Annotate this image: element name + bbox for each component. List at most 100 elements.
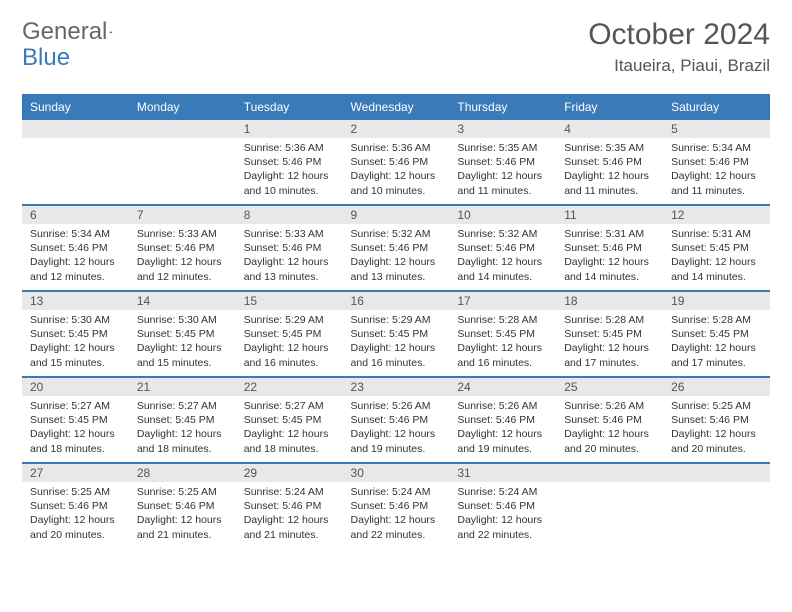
calendar-day [22, 119, 129, 205]
day-line: Sunset: 5:46 PM [30, 241, 121, 255]
day-number: 9 [343, 206, 450, 224]
day-detail: Sunrise: 5:27 AMSunset: 5:45 PMDaylight:… [22, 396, 129, 462]
day-line: Sunset: 5:45 PM [671, 327, 762, 341]
day-line: Sunset: 5:46 PM [351, 499, 442, 513]
day-detail: Sunrise: 5:25 AMSunset: 5:46 PMDaylight:… [663, 396, 770, 462]
day-line: Sunset: 5:46 PM [244, 499, 335, 513]
day-number [663, 464, 770, 482]
day-detail [129, 138, 236, 147]
day-line: Sunset: 5:46 PM [671, 413, 762, 427]
day-number: 17 [449, 292, 556, 310]
day-line: Daylight: 12 hours and 15 minutes. [30, 341, 121, 369]
day-number: 19 [663, 292, 770, 310]
day-line: Daylight: 12 hours and 18 minutes. [244, 427, 335, 455]
day-detail: Sunrise: 5:25 AMSunset: 5:46 PMDaylight:… [22, 482, 129, 548]
day-number: 29 [236, 464, 343, 482]
calendar-day: 11Sunrise: 5:31 AMSunset: 5:46 PMDayligh… [556, 205, 663, 291]
day-detail: Sunrise: 5:31 AMSunset: 5:45 PMDaylight:… [663, 224, 770, 290]
day-detail: Sunrise: 5:32 AMSunset: 5:46 PMDaylight:… [449, 224, 556, 290]
day-line: Daylight: 12 hours and 17 minutes. [564, 341, 655, 369]
day-line: Sunset: 5:46 PM [564, 155, 655, 169]
calendar-day [129, 119, 236, 205]
day-line: Sunset: 5:46 PM [137, 241, 228, 255]
day-detail: Sunrise: 5:27 AMSunset: 5:45 PMDaylight:… [236, 396, 343, 462]
day-line: Sunrise: 5:27 AM [137, 399, 228, 413]
day-detail [663, 482, 770, 491]
calendar-day: 20Sunrise: 5:27 AMSunset: 5:45 PMDayligh… [22, 377, 129, 463]
day-line: Sunset: 5:45 PM [564, 327, 655, 341]
day-detail: Sunrise: 5:26 AMSunset: 5:46 PMDaylight:… [449, 396, 556, 462]
day-line: Daylight: 12 hours and 17 minutes. [671, 341, 762, 369]
day-detail: Sunrise: 5:32 AMSunset: 5:46 PMDaylight:… [343, 224, 450, 290]
day-line: Sunrise: 5:31 AM [564, 227, 655, 241]
day-line: Sunset: 5:46 PM [351, 241, 442, 255]
day-line: Sunrise: 5:26 AM [564, 399, 655, 413]
day-detail: Sunrise: 5:35 AMSunset: 5:46 PMDaylight:… [449, 138, 556, 204]
day-detail: Sunrise: 5:26 AMSunset: 5:46 PMDaylight:… [556, 396, 663, 462]
day-line: Sunrise: 5:25 AM [30, 485, 121, 499]
day-line: Daylight: 12 hours and 18 minutes. [30, 427, 121, 455]
day-line: Daylight: 12 hours and 19 minutes. [457, 427, 548, 455]
day-line: Sunset: 5:45 PM [457, 327, 548, 341]
day-number: 8 [236, 206, 343, 224]
day-line: Sunrise: 5:33 AM [244, 227, 335, 241]
calendar-day: 6Sunrise: 5:34 AMSunset: 5:46 PMDaylight… [22, 205, 129, 291]
day-number: 28 [129, 464, 236, 482]
day-number [129, 120, 236, 138]
day-detail: Sunrise: 5:29 AMSunset: 5:45 PMDaylight:… [236, 310, 343, 376]
calendar-day: 24Sunrise: 5:26 AMSunset: 5:46 PMDayligh… [449, 377, 556, 463]
calendar-day: 17Sunrise: 5:28 AMSunset: 5:45 PMDayligh… [449, 291, 556, 377]
day-line: Sunrise: 5:32 AM [457, 227, 548, 241]
calendar-day [663, 463, 770, 549]
day-number: 1 [236, 120, 343, 138]
day-line: Sunset: 5:46 PM [564, 413, 655, 427]
day-line: Sunrise: 5:24 AM [457, 485, 548, 499]
day-number: 15 [236, 292, 343, 310]
day-line: Sunset: 5:45 PM [137, 413, 228, 427]
day-line: Sunrise: 5:32 AM [351, 227, 442, 241]
day-line: Daylight: 12 hours and 16 minutes. [244, 341, 335, 369]
day-line: Daylight: 12 hours and 12 minutes. [30, 255, 121, 283]
day-line: Sunset: 5:46 PM [564, 241, 655, 255]
location: Itaueira, Piaui, Brazil [588, 56, 770, 76]
calendar-day: 21Sunrise: 5:27 AMSunset: 5:45 PMDayligh… [129, 377, 236, 463]
day-detail: Sunrise: 5:26 AMSunset: 5:46 PMDaylight:… [343, 396, 450, 462]
logo-text-general: General [22, 18, 107, 46]
day-number [22, 120, 129, 138]
calendar-day: 28Sunrise: 5:25 AMSunset: 5:46 PMDayligh… [129, 463, 236, 549]
calendar-week: 6Sunrise: 5:34 AMSunset: 5:46 PMDaylight… [22, 205, 770, 291]
day-line: Sunset: 5:46 PM [457, 241, 548, 255]
day-line: Sunset: 5:45 PM [671, 241, 762, 255]
calendar-day: 4Sunrise: 5:35 AMSunset: 5:46 PMDaylight… [556, 119, 663, 205]
day-number: 26 [663, 378, 770, 396]
day-line: Sunrise: 5:34 AM [30, 227, 121, 241]
calendar-day: 9Sunrise: 5:32 AMSunset: 5:46 PMDaylight… [343, 205, 450, 291]
weekday-header: Sunday [22, 95, 129, 119]
day-line: Sunrise: 5:25 AM [671, 399, 762, 413]
day-line: Daylight: 12 hours and 19 minutes. [351, 427, 442, 455]
day-line: Daylight: 12 hours and 11 minutes. [564, 169, 655, 197]
day-line: Sunset: 5:45 PM [30, 327, 121, 341]
day-detail: Sunrise: 5:36 AMSunset: 5:46 PMDaylight:… [343, 138, 450, 204]
day-line: Daylight: 12 hours and 14 minutes. [564, 255, 655, 283]
day-line: Sunset: 5:46 PM [30, 499, 121, 513]
calendar-day: 30Sunrise: 5:24 AMSunset: 5:46 PMDayligh… [343, 463, 450, 549]
day-number: 7 [129, 206, 236, 224]
calendar-day: 10Sunrise: 5:32 AMSunset: 5:46 PMDayligh… [449, 205, 556, 291]
day-line: Sunrise: 5:27 AM [30, 399, 121, 413]
day-line: Sunrise: 5:35 AM [564, 141, 655, 155]
day-line: Sunset: 5:45 PM [30, 413, 121, 427]
day-number [556, 464, 663, 482]
day-line: Sunset: 5:45 PM [351, 327, 442, 341]
calendar-day: 14Sunrise: 5:30 AMSunset: 5:45 PMDayligh… [129, 291, 236, 377]
day-number: 21 [129, 378, 236, 396]
day-number: 14 [129, 292, 236, 310]
day-detail: Sunrise: 5:33 AMSunset: 5:46 PMDaylight:… [236, 224, 343, 290]
day-detail: Sunrise: 5:36 AMSunset: 5:46 PMDaylight:… [236, 138, 343, 204]
weekday-header: Tuesday [236, 95, 343, 119]
day-detail: Sunrise: 5:31 AMSunset: 5:46 PMDaylight:… [556, 224, 663, 290]
weekday-header: Wednesday [343, 95, 450, 119]
calendar-day: 27Sunrise: 5:25 AMSunset: 5:46 PMDayligh… [22, 463, 129, 549]
day-line: Sunset: 5:46 PM [671, 155, 762, 169]
day-line: Sunrise: 5:28 AM [457, 313, 548, 327]
